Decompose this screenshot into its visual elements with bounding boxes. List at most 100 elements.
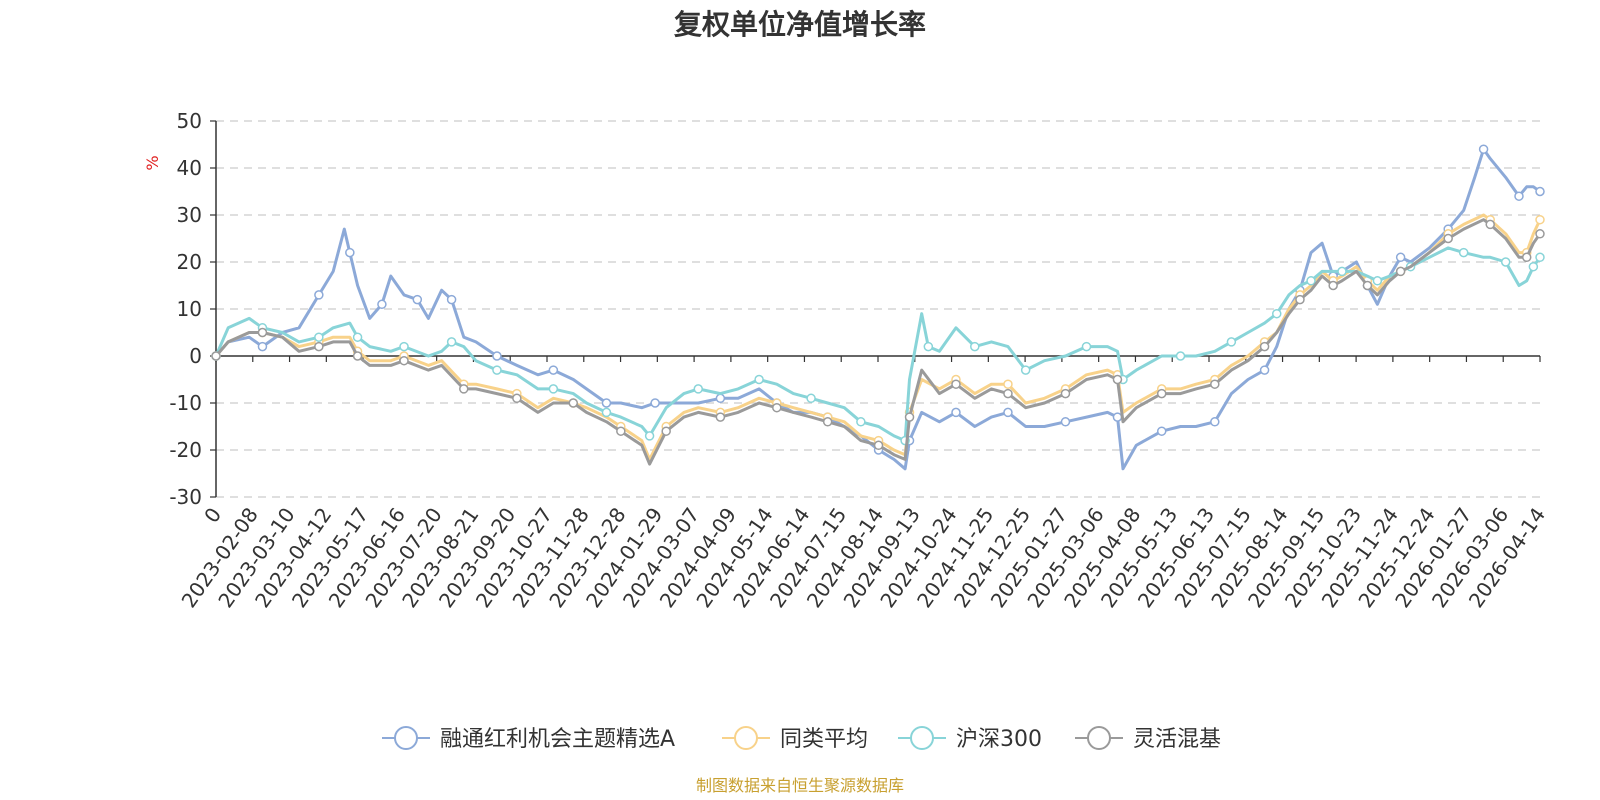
series-point (661, 426, 671, 436)
series-point (1514, 191, 1524, 201)
series-point (951, 407, 961, 418)
series-point (1259, 341, 1270, 352)
series-point (601, 398, 612, 408)
series-3 (211, 246, 1545, 446)
series-point (446, 337, 457, 347)
series-line (214, 218, 1542, 466)
series-point (1500, 257, 1511, 267)
legend-circle-icon (394, 726, 418, 750)
series-point (1003, 407, 1013, 418)
series-point (856, 417, 866, 427)
series-point (377, 299, 387, 310)
y-tick-label: 50 (177, 109, 202, 133)
series-point (1081, 341, 1092, 352)
y-tick-label: 30 (177, 203, 202, 227)
series-point (352, 332, 363, 342)
series-point (1295, 294, 1305, 305)
series-point (548, 384, 559, 394)
series-lines (211, 144, 1545, 471)
series-point (1521, 252, 1532, 263)
series-point (1443, 233, 1453, 244)
series-point (314, 332, 324, 342)
series-point (601, 407, 612, 418)
legend-label: 沪深300 (956, 727, 1042, 752)
series-point (257, 341, 268, 352)
series-point (1362, 280, 1373, 291)
series-point (314, 341, 324, 352)
x-axis: 02023-02-082023-03-102023-04-122023-05-1… (177, 355, 1550, 612)
legend-label: 融通红利机会主题精选A (440, 727, 675, 752)
series-point (1395, 266, 1406, 277)
series-point (352, 351, 363, 361)
series-point (715, 412, 726, 422)
y-axis: -30 -20 -10 0 10 20 30 40 50 (169, 109, 217, 509)
series-point (1372, 276, 1383, 286)
series-point (1458, 247, 1469, 258)
series-point (399, 341, 409, 352)
series-point (1060, 388, 1071, 399)
series-point (1156, 388, 1167, 399)
series-point (257, 327, 268, 338)
legend-circle-icon (1087, 726, 1111, 750)
series-point (459, 384, 469, 394)
series-point (1478, 144, 1489, 154)
series-point (1535, 252, 1545, 263)
series-point (693, 384, 704, 394)
series-point (1535, 214, 1545, 225)
y-tick-label: 20 (177, 250, 202, 274)
series-point (822, 417, 833, 427)
y-tick-label: -10 (169, 391, 202, 415)
series-point (715, 393, 726, 404)
series-point (951, 379, 961, 389)
legend-item[interactable]: 灵活混基 (1075, 726, 1221, 752)
series-point (446, 294, 457, 305)
series-point (1112, 374, 1123, 385)
series-point (1003, 379, 1013, 389)
legend-item[interactable]: 沪深300 (898, 726, 1042, 752)
series-point (1485, 219, 1495, 230)
series-point (644, 431, 655, 441)
series-point (1210, 417, 1220, 427)
series-point (548, 365, 559, 375)
y-tick-label: 10 (177, 297, 202, 321)
series-point (1226, 337, 1237, 347)
series-point (904, 412, 915, 422)
series-point (772, 402, 782, 413)
series-point (314, 290, 324, 300)
series-point (1156, 426, 1167, 436)
series-point (1020, 365, 1031, 375)
legend-circle-icon (910, 726, 934, 750)
series-point (345, 247, 355, 258)
legend-label: 灵活混基 (1133, 727, 1221, 752)
series-point (1328, 280, 1338, 291)
series-point (492, 351, 502, 361)
series-point (211, 351, 221, 361)
series-point (1112, 412, 1123, 422)
series-point (412, 294, 423, 305)
legend: 融通红利机会主题精选A 同类平均 沪深300 灵活混基 (382, 726, 1221, 752)
y-tick-label: 0 (189, 344, 202, 368)
series-point (873, 440, 884, 451)
series-point (1003, 388, 1013, 399)
chart-title: 复权单位净值增长率 (674, 8, 926, 41)
series-point (1337, 266, 1347, 277)
series-4 (211, 218, 1545, 466)
series-2 (211, 213, 1545, 461)
series-point (1271, 308, 1282, 319)
series-point (616, 426, 626, 436)
series-point (568, 398, 579, 408)
series-line (214, 213, 1542, 461)
series-point (399, 355, 409, 366)
series-point (1395, 252, 1406, 263)
y-axis-unit: % (143, 155, 162, 170)
legend-item[interactable]: 同类平均 (722, 726, 868, 752)
series-point (492, 365, 502, 375)
x-tick-label: 0 (199, 503, 226, 527)
y-tick-label: 40 (177, 156, 202, 180)
legend-item[interactable]: 融通红利机会主题精选A (382, 726, 675, 752)
legend-circle-icon (734, 726, 758, 750)
series-point (1210, 379, 1220, 389)
series-point (754, 374, 764, 385)
series-point (650, 398, 660, 408)
y-tick-label: -20 (169, 438, 202, 462)
